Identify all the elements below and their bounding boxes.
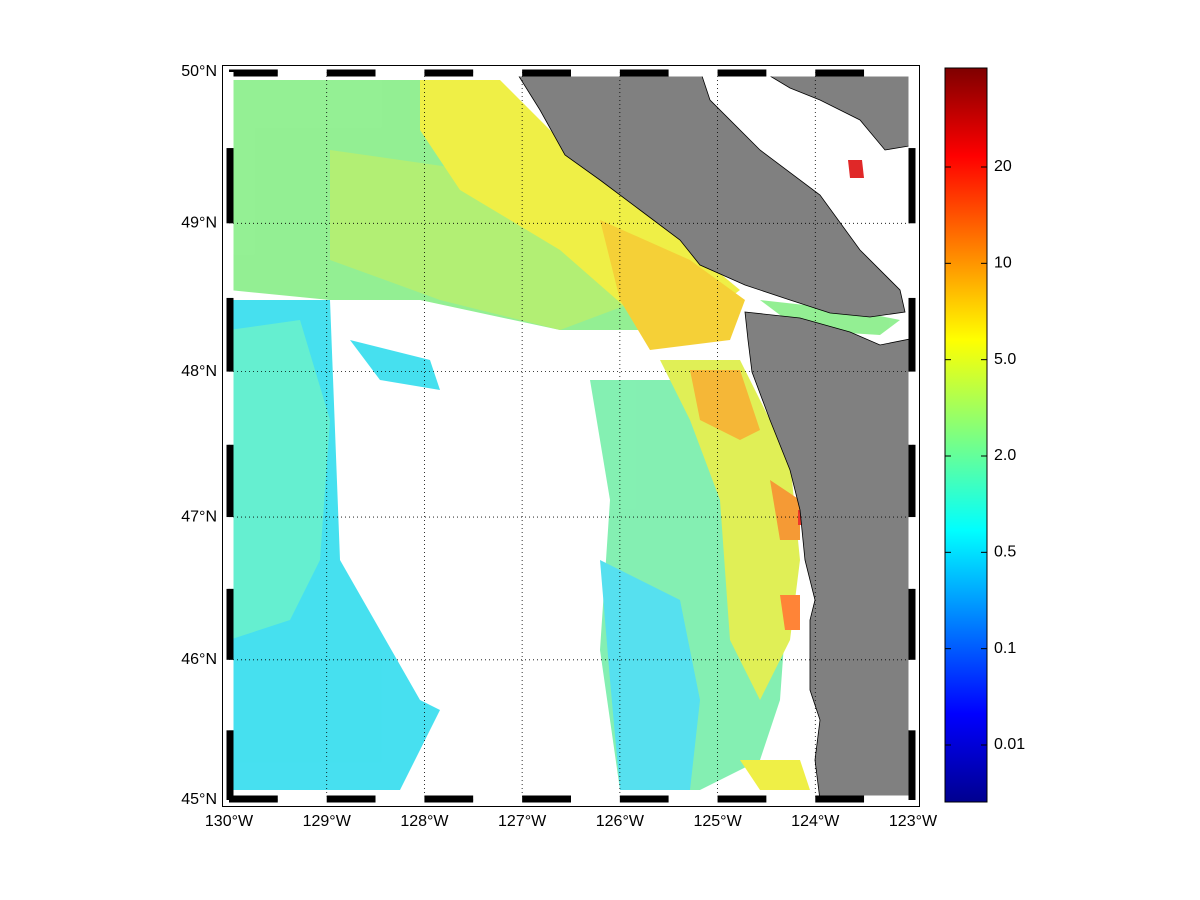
- y-tick-label: 48°N: [181, 363, 217, 380]
- colorbar-label: 0.1: [994, 640, 1016, 657]
- colorbar-label: 20: [994, 158, 1012, 175]
- x-tick-label: 128°W: [400, 813, 449, 830]
- x-tick-label: 126°W: [596, 813, 645, 830]
- frame-segment: [908, 297, 916, 372]
- frame-segment: [522, 795, 571, 803]
- frame-segment: [908, 72, 916, 149]
- frame-segment: [226, 148, 234, 224]
- frame-segment: [619, 795, 669, 803]
- frame-segment: [815, 69, 865, 77]
- map-area: [229, 76, 909, 796]
- colorbar-label: 0.01: [994, 736, 1025, 753]
- frame-segment: [226, 223, 234, 298]
- frame-segment: [571, 69, 620, 77]
- frame-segment: [668, 795, 718, 803]
- y-tick-label: 50°N: [181, 63, 217, 80]
- frame-border: [222, 65, 920, 807]
- colorbar-label: 0.5: [994, 544, 1016, 561]
- mainland: [769, 76, 909, 151]
- frame-segment: [668, 69, 718, 77]
- frame-segment: [226, 659, 234, 731]
- land: [518, 76, 909, 796]
- frame-segment: [226, 444, 234, 518]
- frame-segment: [908, 659, 916, 731]
- frame-segment: [326, 69, 376, 77]
- frame-segment: [226, 588, 234, 660]
- y-tick-label: 46°N: [181, 651, 217, 668]
- frame-segment: [229, 69, 278, 77]
- axes: 130°W 129°W 128°W 127°W 126°W 125°W 124°W 123°W…: [181, 63, 1025, 830]
- frame-segment: [766, 69, 816, 77]
- frame-segment: [908, 371, 916, 445]
- frame-segment: [864, 795, 913, 803]
- frame-segment: [908, 588, 916, 660]
- x-tick-label: 125°W: [693, 813, 742, 830]
- washington: [744, 311, 909, 796]
- x-tick-label: 124°W: [791, 813, 840, 830]
- frame-segment: [375, 69, 425, 77]
- frame-segment: [766, 795, 816, 803]
- colorbar-label: 2.0: [994, 447, 1016, 464]
- frame-segment: [277, 69, 327, 77]
- frame-segment: [908, 223, 916, 298]
- frame-segment: [571, 795, 620, 803]
- frame-segment: [229, 795, 278, 803]
- frame-segment: [473, 795, 523, 803]
- frame-segment: [424, 69, 474, 77]
- frame-segment: [908, 444, 916, 518]
- frame-segment: [424, 795, 474, 803]
- frame-segment: [473, 69, 523, 77]
- colorbar: [944, 67, 988, 803]
- x-tick-label: 123°W: [889, 813, 938, 830]
- colorbar-label: 10: [994, 255, 1012, 272]
- colorbar-label: 5.0: [994, 351, 1016, 368]
- frame-segment: [226, 297, 234, 372]
- frame-segment: [375, 795, 425, 803]
- frame-segment: [326, 795, 376, 803]
- y-tick-label: 47°N: [181, 508, 217, 525]
- vancouver-island: [518, 76, 906, 318]
- map-frame: [222, 65, 920, 807]
- frame-segment: [908, 517, 916, 589]
- frame-segment: [277, 795, 327, 803]
- chlorophyll-field: [229, 80, 900, 790]
- frame-segment: [864, 69, 913, 77]
- y-tick-label: 49°N: [181, 215, 217, 232]
- frame-segment: [908, 148, 916, 224]
- frame-segment: [226, 371, 234, 445]
- frame-segment: [717, 795, 767, 803]
- frame-segment: [815, 795, 865, 803]
- x-tick-label: 130°W: [205, 813, 254, 830]
- x-tick-label: 129°W: [303, 813, 352, 830]
- x-tick-label: 127°W: [498, 813, 547, 830]
- y-tick-label: 45°N: [181, 791, 217, 808]
- frame-segment: [226, 517, 234, 589]
- frame-segment: [522, 69, 571, 77]
- frame-segment: [717, 69, 767, 77]
- frame-segment: [226, 72, 234, 149]
- frame-segment: [619, 69, 669, 77]
- frame-segment: [908, 730, 916, 800]
- frame-segment: [226, 730, 234, 800]
